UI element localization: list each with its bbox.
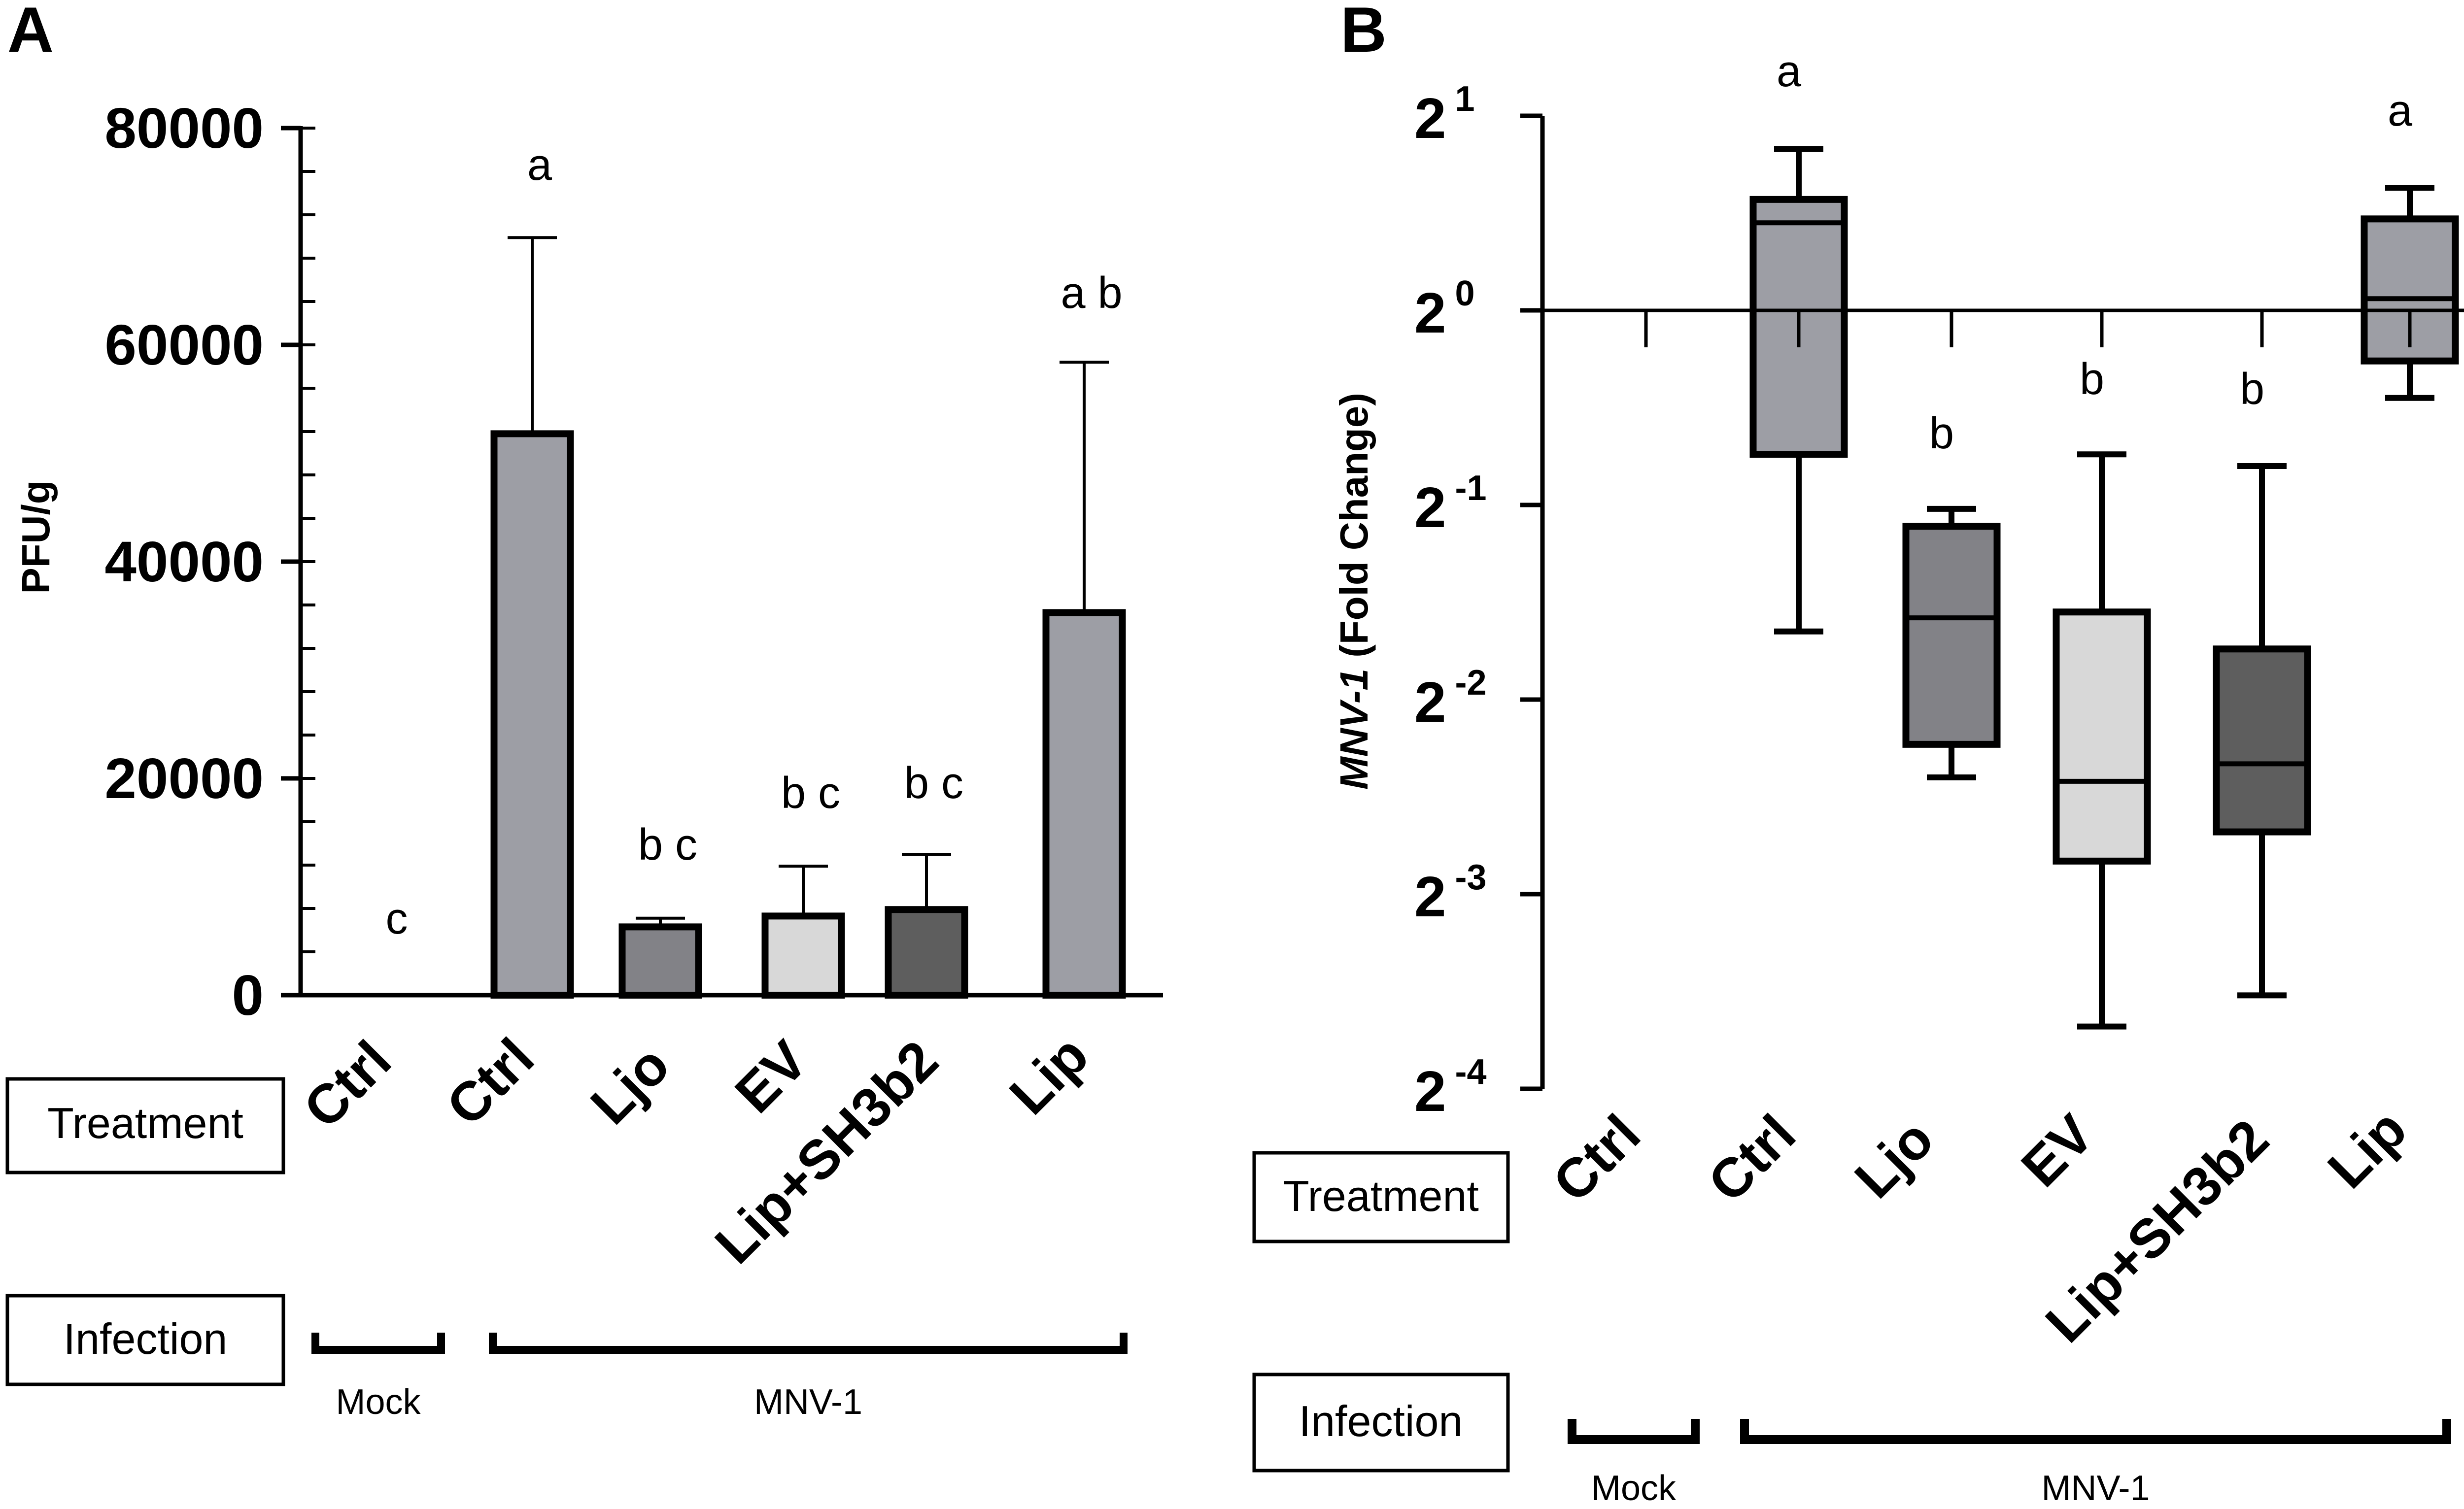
- y-ticks-b: 2 12 02 -12 -22 -32 -4: [1414, 79, 1542, 1123]
- significance-labels-a: c a b c b c b c a b: [386, 140, 1123, 943]
- group-label-a: Mock: [336, 1382, 421, 1422]
- box-b: [1902, 523, 2001, 748]
- significance-label-b: b: [2240, 365, 2264, 414]
- y-tick-label-a: 80000: [104, 96, 264, 160]
- y-axis-label-b: MNV-1 (Fold Change): [1332, 393, 1376, 790]
- box-b: [2213, 645, 2311, 836]
- y-tick-exponent-b: 1: [1455, 79, 1475, 119]
- group-bracket-b: [1568, 1419, 1700, 1444]
- bar-a: [885, 906, 968, 999]
- panel-letter-b: B: [1340, 0, 1387, 66]
- y-tick-base-b: 2: [1414, 670, 1446, 734]
- category-label-b: Ctrl: [1541, 1103, 1652, 1214]
- category-label-b: EV: [2010, 1103, 2105, 1199]
- significance-label-a: a b: [1061, 268, 1122, 318]
- bars-a: [490, 236, 1126, 999]
- treatment-label-box-b: [1252, 1151, 1510, 1243]
- category-label-a: Lip: [998, 1024, 1100, 1126]
- box-b: [2053, 608, 2151, 865]
- category-label-a: Ctrl: [435, 1027, 546, 1138]
- bar-a: [490, 430, 574, 999]
- group-bracket-b: [1740, 1419, 2451, 1444]
- category-label-b: Ctrl: [1696, 1103, 1807, 1214]
- y-tick-base-b: 2: [1414, 281, 1446, 345]
- significance-label-a: b c: [638, 820, 697, 870]
- y-tick-label-a: 0: [232, 963, 264, 1027]
- category-label-a: Ljo: [579, 1034, 681, 1136]
- group-bracket-a: [489, 1333, 1128, 1354]
- bar-a: [761, 912, 845, 999]
- significance-label-b: b: [2080, 355, 2104, 404]
- y-tick-base-b: 2: [1414, 1059, 1446, 1123]
- treatment-label-a: Treatment: [47, 1099, 243, 1147]
- y-tick-label-b: 2 -3: [1414, 858, 1487, 929]
- y-tick-label-b: 2 -1: [1414, 469, 1487, 539]
- y-tick-exponent-b: -1: [1455, 469, 1487, 508]
- significance-label-b: a: [2388, 86, 2413, 135]
- y-tick-exponent-b: -3: [1455, 858, 1487, 897]
- group-bracket-a: [311, 1333, 445, 1354]
- y-tick-label-b: 2 -4: [1414, 1052, 1487, 1123]
- boxes-b: [1749, 146, 2459, 1030]
- significance-label-a: b c: [904, 759, 963, 808]
- panel-letter-a: A: [7, 0, 54, 66]
- bar-a: [1042, 609, 1126, 999]
- infection-groups-a: Mock MNV-1: [311, 1333, 1128, 1422]
- y-axis-label-b-italic: MNV-1: [1332, 669, 1376, 790]
- significance-label-a: b c: [781, 769, 840, 818]
- bar-a: [618, 923, 702, 999]
- group-label-b: Mock: [1591, 1469, 1677, 1508]
- infection-label-a: Infection: [64, 1314, 228, 1363]
- significance-labels-b: a b b b a: [1777, 47, 2413, 458]
- treatment-label-b: Treatment: [1283, 1172, 1479, 1220]
- y-axis-label-b-rest: (Fold Change): [1332, 393, 1376, 669]
- y-tick-label-b: 2 -2: [1414, 663, 1487, 734]
- infection-label-box-b: [1252, 1373, 1510, 1473]
- y-tick-exponent-b: -2: [1455, 663, 1487, 703]
- infection-label-b: Infection: [1299, 1397, 1463, 1445]
- infection-groups-b: Mock MNV-1: [1568, 1419, 2451, 1508]
- y-ticks-a: 0 20000 40000 60000 80000: [104, 96, 315, 1027]
- significance-label-a: a: [527, 140, 552, 190]
- significance-label-a: c: [386, 894, 408, 943]
- category-label-a: EV: [723, 1029, 819, 1125]
- y-tick-base-b: 2: [1414, 86, 1446, 150]
- y-tick-label-a: 60000: [104, 313, 264, 377]
- bar-chart-panel-a: PFU/g 0 20000 40000 60000 80000 c a b c b c b c a…: [5, 96, 1163, 1422]
- y-axis-label-a: PFU/g: [14, 480, 58, 594]
- significance-label-b: a: [1777, 47, 1802, 96]
- significance-label-b: b: [1929, 409, 1954, 458]
- group-label-a: MNV-1: [754, 1382, 862, 1422]
- category-label-a: Ctrl: [292, 1029, 403, 1140]
- infection-label-box-a: [5, 1294, 285, 1386]
- group-label-b: MNV-1: [2041, 1469, 2150, 1508]
- y-tick-exponent-b: 0: [1455, 274, 1475, 313]
- box-plot-panel-b: MNV-1 (Fold Change) 2 12 02 -12 -22 -32 -4 abb…: [1252, 47, 2464, 1508]
- category-label-b: Lip: [2316, 1098, 2418, 1200]
- treatment-label-box-a: [5, 1077, 285, 1174]
- y-tick-label-a: 20000: [104, 746, 264, 810]
- y-tick-base-b: 2: [1414, 865, 1446, 929]
- category-label-b: Ljo: [1843, 1108, 1945, 1210]
- y-tick-base-b: 2: [1414, 475, 1446, 539]
- y-tick-exponent-b: -4: [1455, 1052, 1487, 1092]
- y-tick-label-a: 40000: [104, 530, 264, 594]
